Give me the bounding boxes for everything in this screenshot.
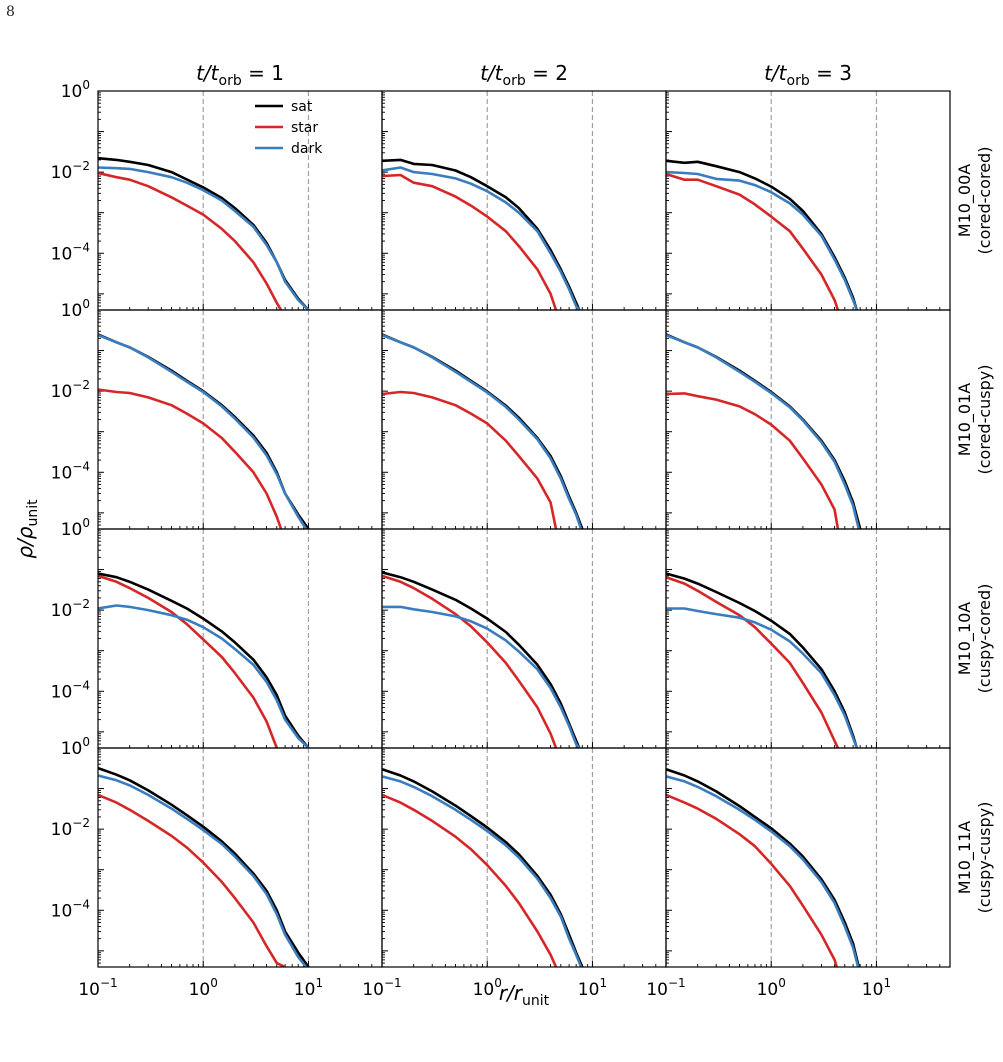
panel-r0-c1: [381, 90, 667, 311]
panel-r0-c2: [665, 90, 951, 311]
y-tick-label: 10−4: [51, 459, 90, 483]
series-line-dark: [666, 607, 859, 748]
x-axis-label: r/runit: [499, 981, 550, 1009]
y-tick-label: 10−2: [51, 816, 90, 840]
series-line-sat: [382, 767, 584, 967]
series-line-dark: [382, 166, 581, 310]
panel-r3-c0: 100 10−2 10−4 10−1 100 101: [51, 735, 383, 1000]
x-tick-label: 101: [294, 976, 323, 1000]
series-line-dark: [98, 604, 310, 748]
y-axis-label: ρ/ρunit: [13, 499, 41, 559]
series-line-star: [382, 574, 558, 748]
series-line-sat: [382, 571, 581, 748]
y-tick-label: 10−4: [51, 678, 90, 702]
series-line-star: [666, 172, 840, 310]
row-label-2: M10_01A(cored-cuspy): [955, 365, 994, 475]
x-tick-label: 10−1: [78, 976, 117, 1000]
panel-frame: [381, 309, 667, 530]
series-line-star: [382, 390, 558, 529]
panel-r1-c2: [665, 309, 951, 530]
x-tick-label: 10−1: [362, 976, 401, 1000]
panel-frame: [381, 528, 667, 749]
series-line-star: [666, 793, 839, 967]
series-line-dark: [98, 333, 308, 529]
series-line-star: [98, 793, 286, 967]
y-tick-label: 10−2: [51, 378, 90, 402]
series-line-star: [382, 173, 558, 310]
series-line-dark: [666, 170, 859, 310]
x-tick-label: 10−1: [646, 976, 685, 1000]
panel-frame: [381, 90, 667, 311]
legend: sat star dark: [255, 99, 323, 157]
y-tick-label: 10−4: [51, 897, 90, 921]
series-line-sat: [98, 572, 310, 748]
column-title-1: t/torb = 1: [196, 61, 284, 89]
figure-caption: [30, 1036, 970, 1062]
panel-r1-c1: [381, 309, 667, 530]
panel-frame: [97, 90, 383, 311]
y-tick-label: 100: [61, 78, 90, 102]
panel-frame: [665, 309, 951, 530]
panel-r2-c0: 100 10−2 10−4: [51, 516, 383, 749]
y-tick-label: 100: [61, 516, 90, 540]
panel-r2-c2: [665, 528, 951, 749]
x-tick-label: 100: [189, 976, 218, 1000]
series-line-sat: [382, 333, 584, 529]
row-label-1: M10_00A(cored-cored): [955, 147, 994, 255]
panel-r3-c2: 10−1 100 101: [646, 747, 951, 1000]
panel-frame: [665, 747, 951, 968]
row-label-4: M10_11A(cuspy-cuspy): [955, 802, 994, 914]
series-line-sat: [666, 767, 861, 967]
y-tick-label: 10−2: [51, 597, 90, 621]
series-line-star: [666, 392, 840, 529]
x-tick-label: 100: [473, 976, 502, 1000]
series-line-dark: [382, 605, 581, 748]
series-line-star: [98, 171, 283, 310]
series-line-star: [382, 793, 558, 967]
series-line-dark: [666, 775, 860, 967]
panel-frame: [665, 528, 951, 749]
panel-r1-c0: 100 10−2 10−4: [51, 297, 383, 530]
x-tick-label: 101: [862, 976, 891, 1000]
series-line-sat: [666, 572, 859, 748]
column-title-3: t/torb = 3: [764, 61, 852, 89]
page-number: 8: [6, 4, 15, 20]
y-tick-label: 100: [61, 297, 90, 321]
column-title-2: t/torb = 2: [480, 61, 568, 89]
panel-frame: [381, 747, 667, 968]
series-line-dark: [382, 333, 583, 529]
figure-labels: t/torb = 1 t/torb = 2 t/torb = 3 M10_00A(co…: [13, 61, 994, 1009]
series-line-star: [98, 388, 283, 529]
series-line-star: [666, 575, 840, 748]
x-tick-label: 101: [578, 976, 607, 1000]
panel-r0-c0: 100 10−2 10−4: [51, 78, 383, 311]
series-line-dark: [98, 166, 310, 310]
panel-frame: [97, 528, 383, 749]
panel-r3-c1: 10−1 100 101: [362, 747, 667, 1000]
panel-frame: [665, 90, 951, 311]
row-label-3: M10_10A(cuspy-cored): [955, 584, 994, 694]
y-tick-label: 10−4: [51, 240, 90, 264]
series-line-sat: [666, 333, 862, 529]
legend-label-dark: dark: [291, 141, 323, 157]
y-tick-label: 10−2: [51, 159, 90, 183]
series-line-dark: [666, 333, 861, 529]
x-tick-label: 100: [757, 976, 786, 1000]
y-tick-label: 100: [61, 735, 90, 759]
panel-r2-c1: [381, 528, 667, 749]
panel-grid: 100 10−2 10−4 100 10−2 10−4 100 10−2 10−4 100 10−2…: [51, 78, 951, 1000]
legend-label-sat: sat: [291, 99, 313, 115]
series-line-dark: [98, 774, 308, 967]
panel-frame: [97, 309, 383, 530]
series-line-star: [98, 574, 279, 748]
series-line-dark: [382, 775, 583, 967]
legend-label-star: star: [291, 120, 318, 136]
